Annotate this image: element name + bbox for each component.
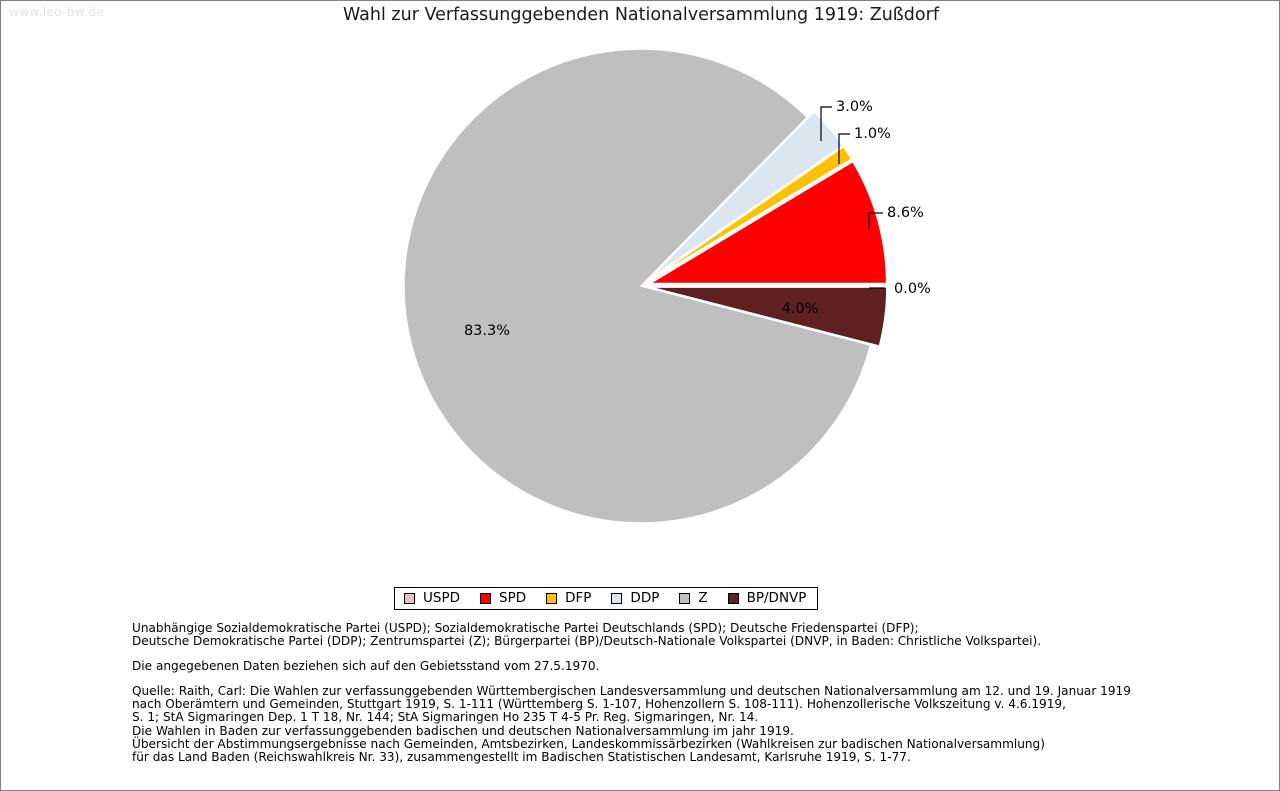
footnotes: Unabhängige Sozialdemokratische Partei (… [132,621,1252,764]
footnote-source-line: Quelle: Raith, Carl: Die Wahlen zur verf… [132,684,1131,699]
pie-slices-group [403,48,888,524]
footnote-party-names: Unabhängige Sozialdemokratische Partei (… [132,621,1252,649]
legend-item-label: Z [698,589,708,606]
footnote-source-line: Übersicht der Abstimmungsergebnisse nach… [132,736,1045,751]
pie-label-z: 83.3% [464,323,510,339]
pie-slice-bp-dnvp[interactable] [649,286,888,348]
legend-swatch-icon [611,593,623,604]
leader-line-dfp [838,133,850,164]
pie-chart-area: 0.0% 8.6% 1.0% 3.0% 83.3% 4.0% [1,31,1279,576]
footnote-source-line: für das Land Baden (Reichswahlkreis Nr. … [132,749,911,764]
pie-slice-z[interactable] [403,48,872,524]
legend-swatch-icon [727,593,739,604]
legend-item-label: USPD [423,589,460,606]
legend-item-bp-dnvp[interactable]: BP/DNVP [727,589,807,606]
pie-slice-spd[interactable] [646,160,888,285]
pie-slice-ddp[interactable] [647,110,845,281]
page-title: Wahl zur Verfassunggebenden Nationalvers… [343,5,939,25]
footnote-party-line: Deutsche Demokratische Partei (DDP); Zen… [132,634,1042,649]
footnote-party-line: Unabhängige Sozialdemokratische Partei (… [132,621,919,635]
pie-label-uspd: 0.0% [894,281,931,297]
legend-swatch-icon [546,593,558,604]
footnote-source-line: Die Wahlen in Baden zur verfassunggebend… [132,723,794,738]
pie-leader-lines-group [820,106,885,289]
legend-swatch-icon [404,593,415,604]
footnote-source-line: nach Oberämtern und Gemeinden, Stuttgart… [132,697,1066,712]
legend-swatch-icon [480,593,491,604]
legend-item-ddp[interactable]: DDP [611,589,660,606]
pie-slice-labels-group: 0.0% 8.6% 1.0% 3.0% 83.3% 4.0% [464,99,931,339]
legend-item-z[interactable]: Z [679,589,708,606]
pie-chart-svg: 0.0% 8.6% 1.0% 3.0% 83.3% 4.0% [403,48,931,524]
legend-item-uspd[interactable]: USPD [404,589,460,606]
legend-item-spd[interactable]: SPD [480,589,527,606]
leader-line-spd [868,212,883,229]
footnote-source-line: S. 1; StA Sigmaringen Dep. 1 T 18, Nr. 1… [132,710,759,725]
legend-item-label: DFP [565,589,592,606]
legend-item-label: SPD [499,589,527,606]
chart-legend: USPD SPD DFP DDP Z BP/DNVP [394,587,819,610]
pie-label-ddp: 3.0% [836,99,873,115]
footnote-territory-line: Die angegebenen Daten beziehen sich auf … [132,659,600,674]
footnote-source: Quelle: Raith, Carl: Die Wahlen zur verf… [132,685,1252,764]
legend-item-dfp[interactable]: DFP [546,589,592,606]
pie-label-dfp: 1.0% [854,126,891,142]
watermark-leo-bw: www.leo-bw.de [9,5,105,19]
footnote-territory-status: Die angegebenen Daten beziehen sich auf … [132,660,1252,673]
pie-slice-dfp[interactable] [648,145,853,282]
legend-swatch-icon [679,593,691,604]
legend-item-label: DDP [630,589,660,606]
legend-item-label: BP/DNVP [746,589,807,606]
leader-line-ddp [820,106,832,141]
pie-label-bp-dnvp: 4.0% [782,301,819,317]
pie-label-spd: 8.6% [887,205,924,221]
